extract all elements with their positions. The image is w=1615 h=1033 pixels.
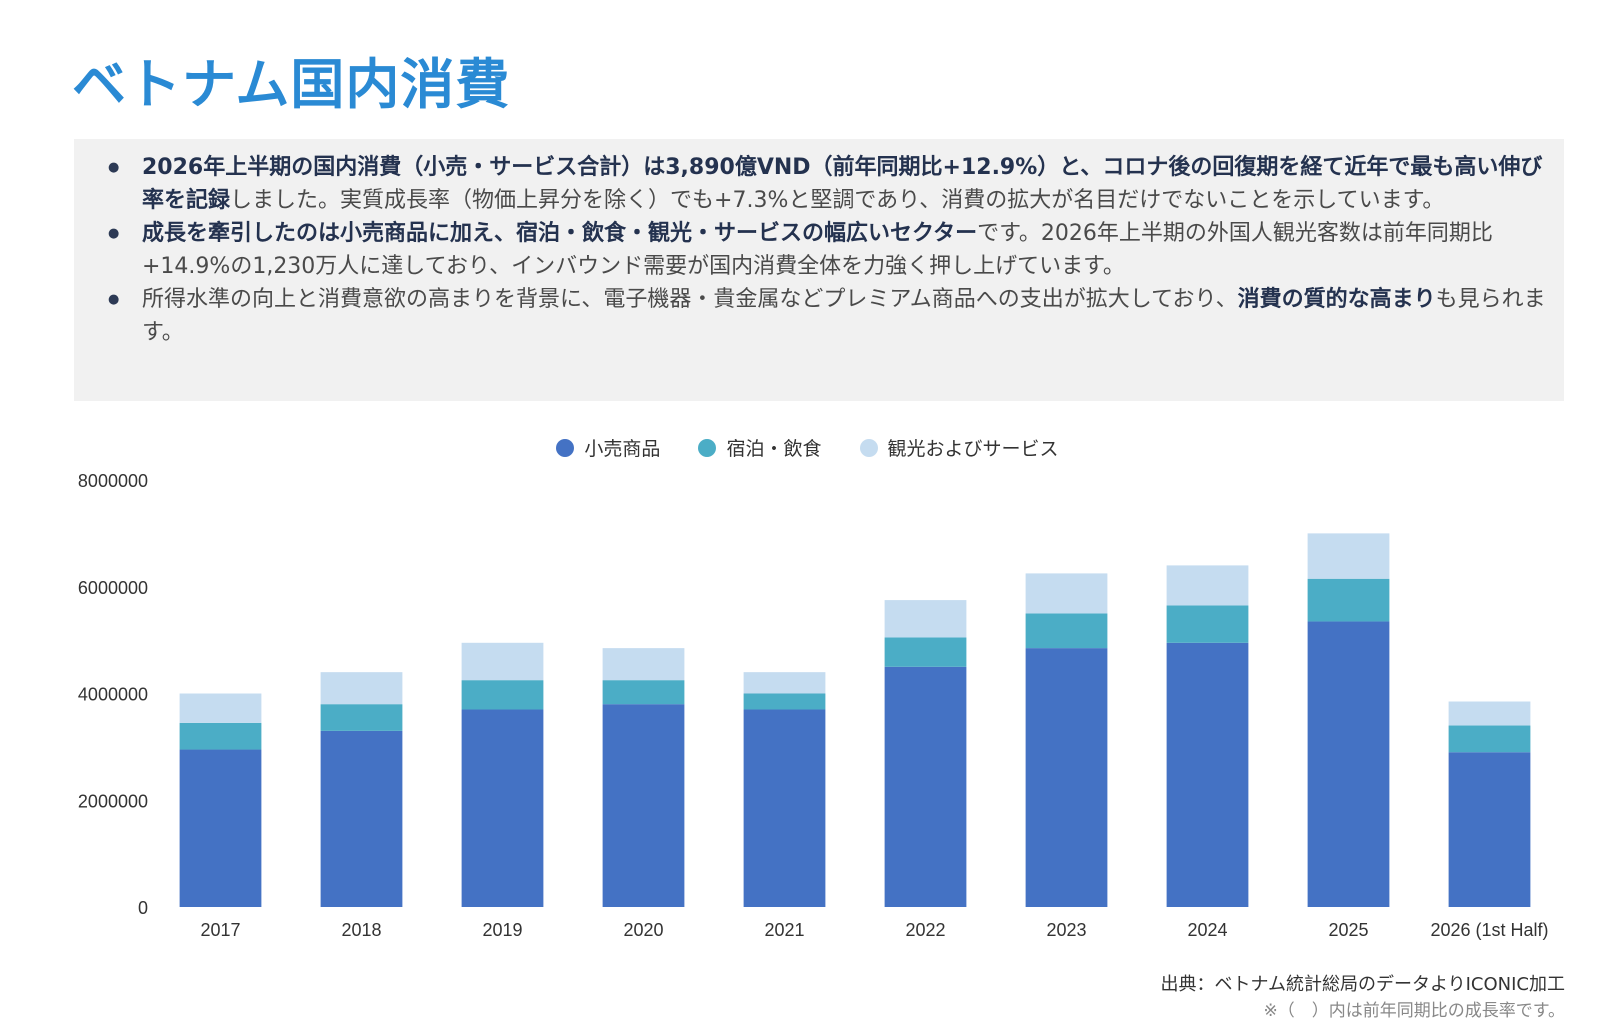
bar-segment-retail-2025[interactable]: [1307, 621, 1390, 907]
bar-segment-tourism-2021[interactable]: [743, 672, 826, 694]
bar-segment-retail-2021[interactable]: [743, 709, 826, 907]
bar-segment-tourism-2022[interactable]: [884, 600, 967, 638]
bar-segment-retail-2018[interactable]: [320, 730, 403, 907]
bullet-1-bold: 2026年上半期の国内消費（小売・サービス合計）は3,890億VND（前年同期比…: [142, 155, 1543, 213]
page-title: ベトナム国内消費: [72, 53, 511, 116]
x-tick-label: 2022: [905, 920, 945, 940]
bar-segment-tourism-2020[interactable]: [602, 648, 685, 681]
summary-bullet-2: 成長を牽引したのは小売商品に加え、宿泊・飲食・観光・サービスの幅広いセクターです…: [108, 217, 1552, 283]
bar-segment-retail-2023[interactable]: [1025, 648, 1108, 907]
summary-bullet-3: 所得水準の向上と消費意欲の高まりを背景に、電子機器・貴金属などプレミアム商品への…: [108, 283, 1552, 349]
bar-segment-tourism-2019[interactable]: [461, 642, 544, 681]
bar-segment-retail-2026[interactable]: [1448, 752, 1531, 907]
bar-segment-tourism-2024[interactable]: [1166, 565, 1249, 606]
bullet-3-text-pre: 所得水準の向上と消費意欲の高まりを背景に、電子機器・貴金属などプレミアム商品への…: [142, 287, 1238, 312]
legend-item-tourism[interactable]: 観光およびサービス: [859, 434, 1059, 461]
x-tick-label: 2025: [1328, 920, 1368, 940]
x-tick-label: 2018: [341, 920, 381, 940]
bar-segment-retail-2024[interactable]: [1166, 642, 1249, 907]
bar-segment-tourism-2026[interactable]: [1448, 701, 1531, 726]
legend-dot-retail: [556, 438, 575, 457]
y-tick-label: 0: [138, 898, 148, 918]
bullet-3-text-post: も見られます。: [142, 287, 1546, 345]
bar-segment-tourism-2018[interactable]: [320, 672, 403, 705]
x-tick-label: 2024: [1187, 920, 1227, 940]
bar-segment-accommodation-2023[interactable]: [1025, 613, 1108, 649]
bar-segment-tourism-2025[interactable]: [1307, 533, 1390, 579]
bar-segment-accommodation-2017[interactable]: [179, 722, 262, 750]
legend-label-tourism: 観光およびサービス: [887, 438, 1059, 460]
bullet-1-text: しました。実質成長率（物価上昇分を除く）でも+7.3%と堅調であり、消費の拡大が…: [230, 188, 1445, 213]
legend-label-retail: 小売商品: [584, 438, 661, 460]
x-tick-label: 2023: [1046, 920, 1086, 940]
stacked-bar-chart: 0 2000000 4000000 6000000 8000000 2017 2018 201…: [78, 471, 1549, 940]
bar-segment-tourism-2023[interactable]: [1025, 573, 1108, 614]
x-tick-label: 2020: [623, 920, 663, 940]
bullet-3-bold: 消費の質的な高まり: [1237, 287, 1436, 312]
bullet-2-text: です。2026年上半期の外国人観光客数は前年同期比+14.9%の1,230万人に…: [142, 221, 1493, 279]
bar-segment-accommodation-2024[interactable]: [1166, 605, 1249, 643]
source-line: 出典：ベトナム統計総局のデータよりICONIC加工: [1160, 974, 1566, 995]
bar-segment-accommodation-2025[interactable]: [1307, 578, 1390, 622]
y-tick-label: 6000000: [78, 578, 148, 598]
bar-segment-accommodation-2022[interactable]: [884, 637, 967, 667]
bar-segment-retail-2019[interactable]: [461, 709, 544, 907]
y-tick-label: 2000000: [78, 791, 148, 811]
bar-segment-accommodation-2020[interactable]: [602, 680, 685, 705]
growth-rate-note: ※（ ）内は前年同期比の成長率です。: [1263, 1001, 1565, 1021]
x-tick-label: 2019: [482, 920, 522, 940]
legend-item-retail[interactable]: 小売商品: [556, 434, 660, 461]
legend-label-accommodation: 宿泊・飲食: [726, 438, 822, 460]
y-tick-label: 8000000: [78, 471, 148, 491]
summary-box: 2026年上半期の国内消費（小売・サービス合計）は3,890億VND（前年同期比…: [74, 139, 1564, 401]
bar-segment-retail-2020[interactable]: [602, 704, 685, 907]
bar-segment-tourism-2017[interactable]: [179, 693, 262, 723]
bar-segment-retail-2017[interactable]: [179, 749, 262, 907]
x-tick-label: 2017: [200, 920, 240, 940]
bar-segment-retail-2022[interactable]: [884, 666, 967, 907]
bar-segment-accommodation-2026[interactable]: [1448, 725, 1531, 753]
legend-dot-accommodation: [698, 438, 717, 457]
bar-segment-accommodation-2021[interactable]: [743, 693, 826, 710]
bullet-2-bold: 成長を牽引したのは小売商品に加え、宿泊・飲食・観光・サービスの幅広いセクター: [142, 221, 978, 246]
x-tick-label: 2026 (1st Half): [1430, 920, 1548, 940]
bar-segment-accommodation-2019[interactable]: [461, 680, 544, 710]
legend-dot-tourism: [859, 438, 878, 457]
x-tick-label: 2021: [764, 920, 804, 940]
source-note: 出典：ベトナム統計総局のデータよりICONIC加工 ※（ ）内は前年同期比の成長…: [1161, 972, 1566, 1024]
legend-item-accommodation[interactable]: 宿泊・飲食: [698, 434, 822, 461]
y-tick-label: 4000000: [78, 685, 148, 705]
bar-segment-accommodation-2018[interactable]: [320, 704, 403, 731]
chart-legend: 小売商品 宿泊・飲食 観光およびサービス: [0, 434, 1615, 462]
summary-bullet-1: 2026年上半期の国内消費（小売・サービス合計）は3,890億VND（前年同期比…: [108, 151, 1552, 217]
summary-list: 2026年上半期の国内消費（小売・サービス合計）は3,890億VND（前年同期比…: [108, 151, 1552, 349]
